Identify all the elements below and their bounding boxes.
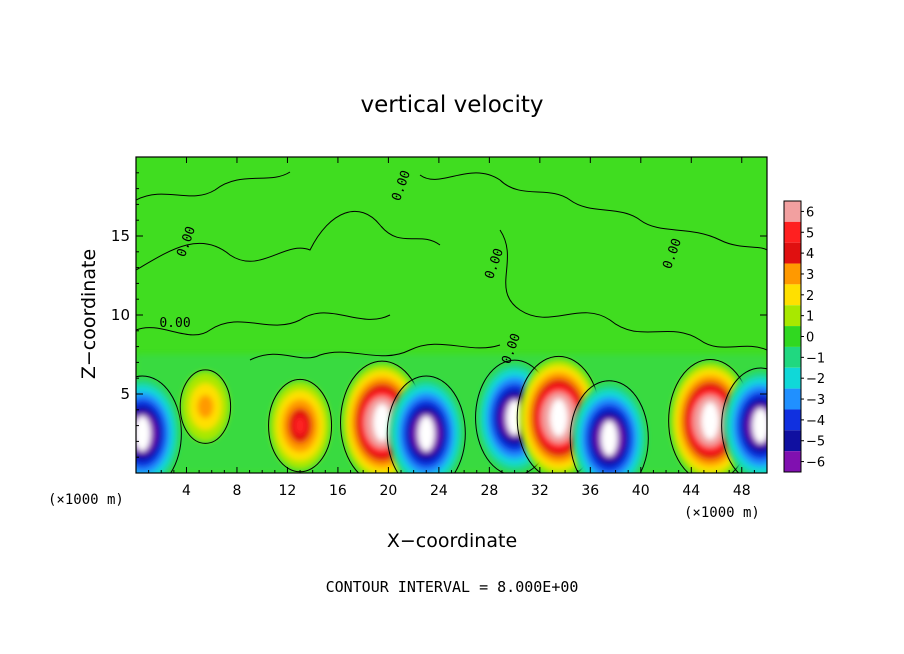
x-tick-label-8: 8 <box>232 483 241 499</box>
core-contour-9 <box>721 367 767 473</box>
x-tick-label-24: 24 <box>430 483 448 499</box>
colorbar-label-11: −5 <box>806 435 825 450</box>
x-tick-label-48: 48 <box>733 483 751 499</box>
y-tick-label-15: 15 <box>111 227 130 245</box>
y-axis-label: Z−coordinate <box>78 249 100 379</box>
colorbar-label-10: −4 <box>806 414 825 429</box>
zero-contour-5 <box>249 343 501 361</box>
colorbar-label-12: −6 <box>806 456 825 471</box>
y-tick-label-5: 5 <box>120 385 130 403</box>
x-tick-label-12: 12 <box>279 483 297 499</box>
plot-area: 0.000.000.000.000.000.004 8 12 16 20 24 28 32 36… <box>111 156 825 499</box>
colorbar-swatch-4 <box>784 284 801 306</box>
colorbar-swatch-9 <box>784 388 801 410</box>
chart-title: vertical velocity <box>361 92 544 118</box>
colorbar-swatch-5 <box>784 305 801 327</box>
colorbar-label-1: 5 <box>806 226 814 241</box>
zero-contour-0 <box>136 210 441 271</box>
colorbar-label-6: 0 <box>806 331 814 346</box>
colorbar-swatch-8 <box>784 367 801 389</box>
colorbar-label-9: −3 <box>806 393 825 408</box>
velocity-field: 0.000.000.000.000.000.00 <box>136 169 767 473</box>
colorbar-label-2: 4 <box>806 247 814 262</box>
colorbar: 6 5 4 3 2 1 0 −1 −2 −3 −4 −5 −6 <box>783 200 825 473</box>
colorbar-swatch-12 <box>784 451 801 472</box>
colorbar-label-7: −1 <box>806 351 825 366</box>
x-tick-label-40: 40 <box>632 483 650 499</box>
colorbar-label-3: 3 <box>806 268 814 283</box>
x-tick-label-4: 4 <box>182 483 191 499</box>
velocity-core-1 <box>181 371 230 442</box>
colorbar-swatch-7 <box>784 346 801 368</box>
colorbar-label-5: 1 <box>806 310 814 325</box>
x-tick-label-36: 36 <box>581 483 599 499</box>
core-contour-0 <box>136 375 182 473</box>
contour-label-1: 0.00 <box>159 316 190 331</box>
zero-contour-2 <box>419 172 767 251</box>
contour-interval-footer: CONTOUR INTERVAL = 8.000E+00 <box>326 578 579 596</box>
colorbar-swatch-0 <box>784 201 801 222</box>
colorbar-swatch-10 <box>784 409 801 431</box>
velocity-core-9 <box>723 370 767 473</box>
colorbar-label-4: 2 <box>806 289 814 304</box>
velocity-core-0 <box>136 378 180 473</box>
core-contour-7 <box>569 380 649 473</box>
core-contour-4 <box>386 375 466 473</box>
x-axis-label: X−coordinate <box>387 530 517 552</box>
core-contour-1 <box>179 369 232 444</box>
x-tick-label-16: 16 <box>329 483 347 499</box>
velocity-core-4 <box>389 378 464 473</box>
colorbar-swatch-3 <box>784 263 801 285</box>
colorbar-swatch-2 <box>784 242 801 264</box>
x-axis-unit-right: (×1000 m) <box>684 505 760 521</box>
colorbar-swatch-6 <box>784 326 801 347</box>
x-tick-label-44: 44 <box>682 483 700 499</box>
colorbar-label-0: 6 <box>806 205 814 220</box>
colorbar-label-8: −2 <box>806 372 825 387</box>
velocity-core-7 <box>572 383 647 473</box>
x-tick-label-32: 32 <box>531 483 549 499</box>
x-tick-label-20: 20 <box>379 483 397 499</box>
x-axis-unit-left: (×1000 m) <box>48 492 124 508</box>
x-tick-label-28: 28 <box>480 483 498 499</box>
y-tick-label-10: 10 <box>111 306 130 324</box>
zero-contour-4 <box>136 171 291 201</box>
zero-contour-1 <box>136 312 391 336</box>
colorbar-swatch-11 <box>784 430 801 452</box>
velocity-core-2 <box>270 381 331 470</box>
colorbar-swatch-1 <box>784 221 801 243</box>
zero-contour-3 <box>499 229 767 351</box>
